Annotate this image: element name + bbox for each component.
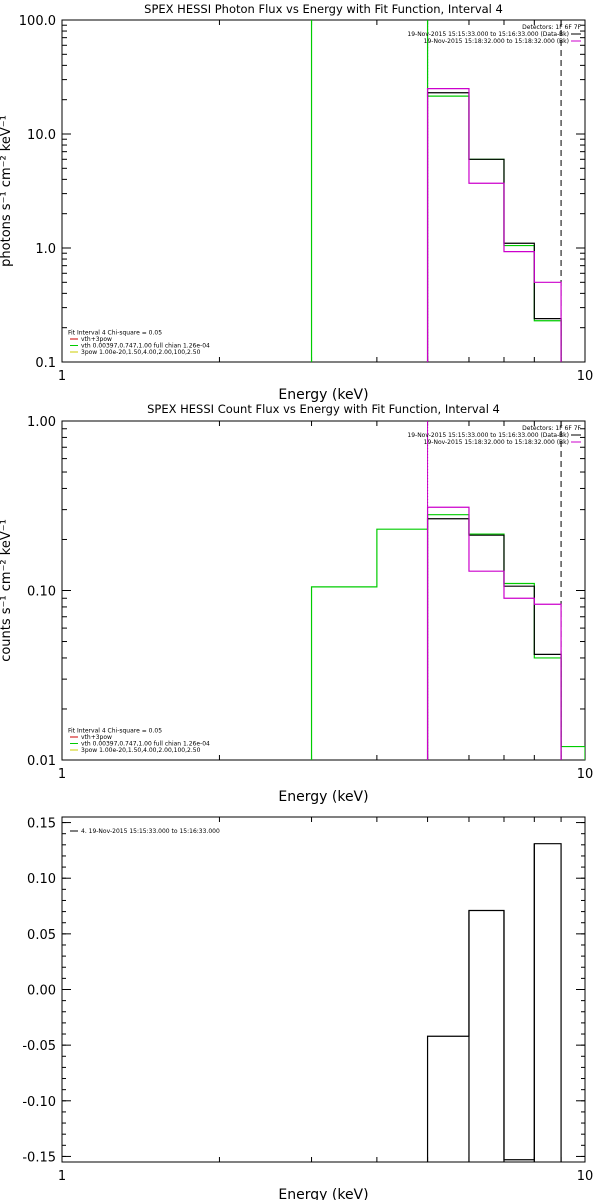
time-range-label: 19-Nov-2015 15:18:32.000 to 15:18:32.000… [424, 439, 569, 446]
chart-title: SPEX HESSI Photon Flux vs Energy with Fi… [144, 2, 503, 16]
y-axis-label: photons s⁻¹ cm⁻² keV⁻¹ [0, 115, 14, 267]
x-tick-label: 1 [58, 369, 66, 384]
x-tick-label: 10 [577, 369, 594, 384]
y-tick-label: -0.05 [22, 1039, 56, 1054]
plot-frame [61, 19, 586, 363]
y-tick-label: 10.0 [27, 128, 56, 143]
y-tick-label: 1.00 [27, 415, 56, 430]
y-tick-label: 0.15 [27, 817, 56, 832]
legend-entry: vth+3pow [81, 734, 112, 741]
x-tick-label: 10 [577, 767, 594, 782]
time-range-label: 19-Nov-2015 15:15:33.000 to 15:16:33.000… [407, 31, 569, 38]
legend-entry: 4. 19-Nov-2015 15:15:33.000 to 15:16:33.… [81, 828, 220, 835]
y-axis-label: counts s⁻¹ cm⁻² keV⁻¹ [0, 519, 14, 662]
legend-entry: vth 0.00397,0.747,1.00 full chian 1.26e-… [81, 343, 210, 350]
y-tick-label: 0.00 [27, 984, 56, 999]
x-axis-label: Energy (keV) [278, 789, 368, 805]
x-tick-label: 1 [58, 1169, 66, 1184]
series-step-line-1 [426, 843, 562, 1162]
series-step-line-2 [426, 92, 562, 362]
y-tick-label: -0.10 [22, 1095, 56, 1110]
series-step-line-2 [426, 518, 562, 760]
legend-entry: vth 0.00397,0.747,1.00 full chian 1.26e-… [81, 741, 210, 748]
series-step-line-1 [310, 514, 585, 760]
series-step-line-3 [426, 506, 562, 760]
plot-area [310, 421, 585, 760]
time-range-label: Detectors: 1F 6F 7F [522, 425, 581, 432]
x-axis-label: Energy (keV) [278, 387, 368, 403]
y-tick-label: 100.0 [19, 14, 56, 29]
series-step-line-3 [426, 88, 562, 362]
y-tick-label: -0.15 [22, 1150, 56, 1165]
y-tick-label: 0.05 [27, 928, 56, 943]
legend-header: Fit Interval 4 Chi-square = 0.05 [68, 330, 162, 337]
legend-entry: 3pow 1.00e-20,1.50,4.00,2.00,100,2.50 [81, 349, 201, 356]
plot-frame [61, 420, 586, 761]
y-tick-label: 0.01 [27, 754, 56, 769]
y-tick-label: 0.10 [27, 872, 56, 887]
time-range-label: 19-Nov-2015 15:18:32.000 to 15:18:32.000… [424, 38, 569, 45]
chart-panel-3: Energy (keV) 1 10 -0.15 -0.10 -0.05 0.00 0.05 0.… [22, 816, 594, 1200]
legend-entry: 3pow 1.00e-20,1.50,4.00,2.00,100,2.50 [81, 747, 201, 754]
plot-area [426, 843, 562, 1162]
x-tick-label: 1 [58, 767, 66, 782]
y-tick-label: 0.1 [35, 356, 56, 371]
legend-header: Fit Interval 4 Chi-square = 0.05 [68, 728, 162, 735]
x-tick-label: 10 [577, 1169, 594, 1184]
plot-area [310, 20, 562, 362]
x-axis-label: Energy (keV) [278, 1187, 368, 1200]
chart-panel-1: SPEX HESSI Photon Flux vs Energy with Fi… [0, 2, 594, 403]
y-tick-label: 1.0 [35, 242, 56, 257]
chart-title: SPEX HESSI Count Flux vs Energy with Fit… [147, 402, 500, 416]
time-range-label: 19-Nov-2015 15:15:33.000 to 15:16:33.000… [407, 432, 569, 439]
plot-frame [61, 816, 586, 1163]
legend-entry: vth+3pow [81, 336, 112, 343]
time-range-label: Detectors: 1F 6F 7F [522, 24, 581, 31]
chart-panel-2: SPEX HESSI Count Flux vs Energy with Fit… [0, 402, 593, 805]
y-tick-label: 0.10 [27, 585, 56, 600]
